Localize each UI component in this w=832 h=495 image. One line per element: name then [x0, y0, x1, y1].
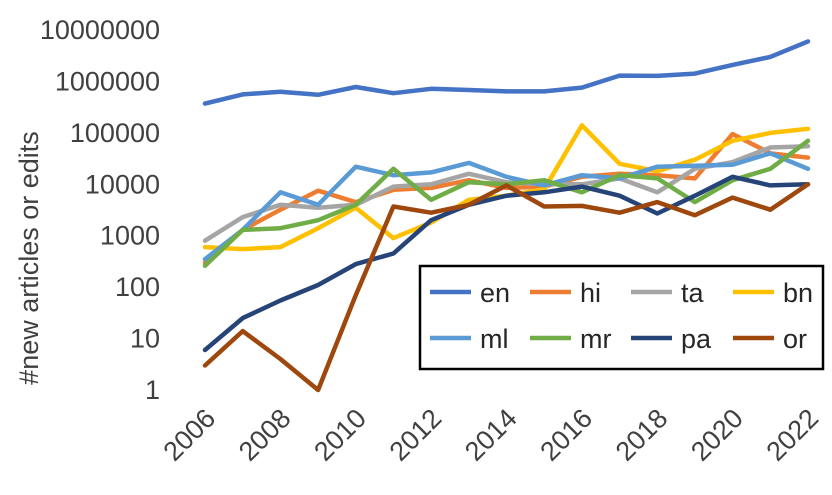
legend-item-ta: ta [631, 278, 705, 308]
legend-label: mr [580, 324, 611, 354]
series-lines [202, 39, 811, 393]
series-line-ml [202, 151, 811, 262]
x-tick-label: 2008 [233, 403, 297, 467]
y-tick-label: 100000 [70, 118, 160, 148]
series-line-pa [202, 174, 811, 353]
x-tick-label: 2012 [384, 403, 448, 467]
y-axis-title-group: #new articles or edits [14, 131, 44, 385]
legend-item-en: en [430, 278, 510, 308]
legend-label: pa [681, 324, 712, 354]
legend-label: or [783, 324, 807, 354]
y-tick-label: 1000000 [55, 66, 160, 96]
y-tick-label: 10000000 [40, 15, 160, 45]
legend-item-hi: hi [530, 278, 601, 308]
x-tick-label: 2020 [685, 403, 749, 467]
x-tick-label: 2022 [761, 403, 825, 467]
y-tick-label: 1 [145, 375, 160, 405]
x-tick-label: 2018 [610, 403, 674, 467]
legend-label: ta [681, 278, 705, 308]
legend-item-pa: pa [631, 324, 712, 354]
x-tick-label: 2006 [158, 403, 222, 467]
y-tick-label: 1000 [100, 221, 160, 251]
x-tick-label: 2014 [459, 403, 523, 467]
y-tick-label: 10000 [85, 169, 160, 199]
legend-item-or: or [733, 324, 807, 354]
y-axis-tick-labels: 1 10 100 1000 10000 100000 1000000 10000000 [40, 15, 160, 405]
x-tick-label: 2016 [534, 403, 598, 467]
legend: en hi ta bn ml mr pa or [418, 264, 825, 371]
legend-label: ml [480, 324, 509, 354]
legend-box [418, 264, 825, 371]
legend-label: bn [783, 278, 813, 308]
legend-item-ml: ml [430, 324, 509, 354]
x-tick-label: 2010 [308, 403, 372, 467]
x-axis-tick-labels: 2006 2008 2010 2012 2014 2016 2018 2020 2022 [158, 403, 825, 467]
y-tick-label: 10 [130, 324, 160, 354]
legend-label: hi [580, 278, 601, 308]
y-tick-label: 100 [115, 272, 160, 302]
legend-item-mr: mr [530, 324, 611, 354]
series-line-en [202, 39, 811, 106]
legend-item-bn: bn [733, 278, 813, 308]
series-line-or [202, 182, 811, 393]
legend-label: en [480, 278, 510, 308]
y-axis-title: #new articles or edits [14, 131, 44, 385]
